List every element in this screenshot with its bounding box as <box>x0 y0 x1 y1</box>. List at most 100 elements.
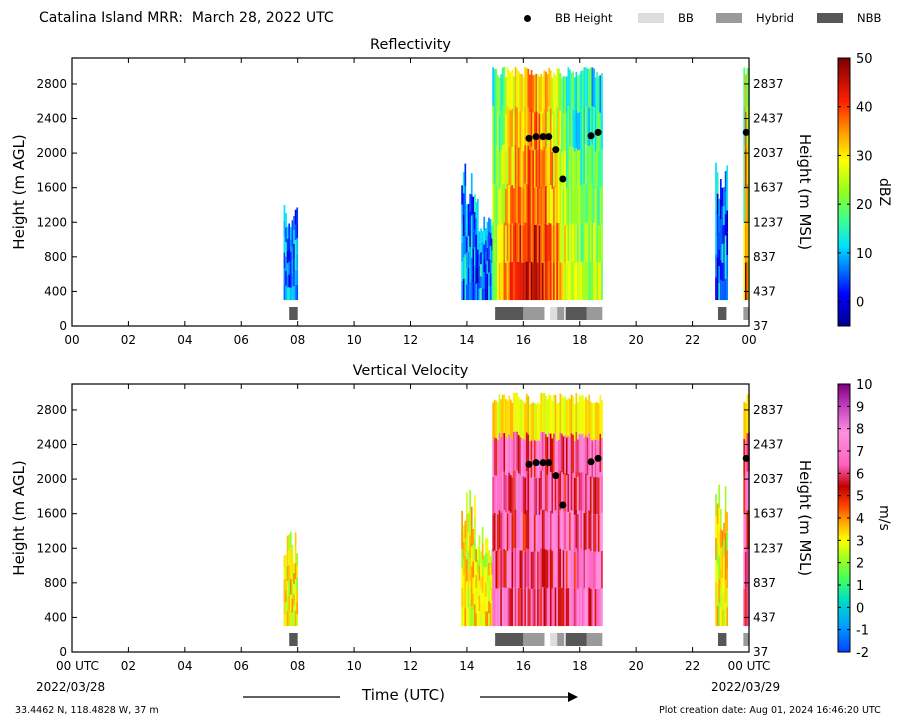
echo-cell <box>583 399 586 438</box>
colorbar-band <box>838 77 850 79</box>
echo-cell <box>551 263 554 301</box>
echo-cell <box>472 545 475 562</box>
echo-cell <box>718 283 721 301</box>
echo-cell <box>581 548 584 588</box>
echo-cell <box>546 149 549 188</box>
echo-cell <box>565 262 568 301</box>
echo-cell <box>721 610 724 627</box>
echo-cell <box>469 512 471 536</box>
echo-cell <box>486 611 489 627</box>
echo-cell <box>562 150 565 189</box>
echo-cell <box>500 550 503 589</box>
echo-cell <box>573 551 576 589</box>
echo-cell <box>723 539 725 558</box>
x-tick-label: 18 <box>572 659 587 673</box>
colorbar-tick-label: 8 <box>856 423 864 438</box>
echo-cell <box>535 186 538 225</box>
colorbar-band <box>838 289 850 291</box>
echo-cell <box>585 397 587 436</box>
colorbar-band <box>838 255 850 257</box>
colorbar-band <box>838 313 850 315</box>
echo-cell <box>586 184 589 223</box>
echo-cell <box>286 238 289 251</box>
colorbar-band <box>838 610 850 612</box>
echo-cell <box>586 512 589 551</box>
colorbar-band <box>838 220 850 222</box>
echo-cell <box>488 600 490 614</box>
colorbar-band <box>838 548 850 550</box>
colorbar-band <box>838 532 850 534</box>
colorbar-band <box>838 477 850 479</box>
echo-cell <box>718 266 721 284</box>
echo-cell <box>478 265 481 278</box>
colorbar-band <box>838 436 850 438</box>
echo-cell <box>743 67 746 107</box>
echo-cell <box>469 229 471 247</box>
colorbar-band <box>838 460 850 462</box>
echo-cell <box>497 225 499 263</box>
echo-cell <box>492 551 495 589</box>
colorbar-band <box>838 266 850 268</box>
legend-item-nbb: NBB <box>817 11 881 25</box>
colorbar-band <box>838 568 850 570</box>
echo-cell <box>481 609 484 627</box>
echo-cell <box>723 522 725 540</box>
colorbar-band <box>838 438 850 440</box>
echo-cell <box>497 402 499 440</box>
echo-cell <box>537 402 539 440</box>
echo-cell <box>716 172 719 194</box>
echo-cell <box>478 595 481 611</box>
echo-cell <box>519 437 522 475</box>
echo-cell <box>559 110 562 149</box>
echo-cell <box>461 606 463 627</box>
echo-cell <box>503 144 506 184</box>
end-date-label: 2022/03/29 <box>711 680 781 694</box>
echo-cell <box>495 184 498 224</box>
echo-cell <box>489 567 492 580</box>
echo-cell <box>570 433 573 472</box>
echo-cell <box>472 214 475 232</box>
echo-cell <box>483 272 486 287</box>
echo-cell <box>561 115 563 153</box>
echo-cell <box>480 264 482 277</box>
echo-cell <box>464 163 467 187</box>
echo-cell <box>569 107 571 147</box>
echo-cell <box>470 566 473 587</box>
echo-cell <box>721 530 724 547</box>
echo-cell <box>716 193 719 215</box>
echo-cell <box>529 187 531 225</box>
echo-cell <box>525 261 528 301</box>
echo-cell <box>577 514 579 552</box>
echo-cell <box>744 514 747 552</box>
colorbar-band <box>838 270 850 272</box>
colorbar-band <box>838 155 850 157</box>
echo-cell <box>522 76 525 115</box>
echo-cell <box>483 230 486 245</box>
echo-cell <box>589 551 592 589</box>
echo-cell <box>597 225 600 263</box>
echo-cell <box>599 549 602 588</box>
echo-cell <box>554 510 557 549</box>
echo-cell <box>538 151 541 189</box>
echo-cell <box>527 510 530 550</box>
colorbar-band <box>838 113 850 115</box>
echo-cell <box>497 439 499 477</box>
echo-cell <box>577 75 579 113</box>
echo-cell <box>288 580 291 596</box>
echo-cell <box>517 473 520 512</box>
echo-cell <box>478 610 481 627</box>
echo-cell <box>293 244 295 259</box>
echo-cell <box>478 254 481 266</box>
colorbar-band <box>838 66 850 68</box>
echo-cell <box>578 187 581 225</box>
colorbar-band <box>838 285 850 287</box>
colorbar-band <box>838 502 850 504</box>
echo-cell <box>718 555 721 579</box>
echo-cell <box>588 145 591 185</box>
echo-cell <box>524 261 527 301</box>
echo-cell <box>535 73 538 112</box>
echo-cell <box>529 404 531 442</box>
echo-cell <box>716 214 719 237</box>
echo-cell <box>467 588 470 608</box>
echo-cell <box>533 112 536 150</box>
